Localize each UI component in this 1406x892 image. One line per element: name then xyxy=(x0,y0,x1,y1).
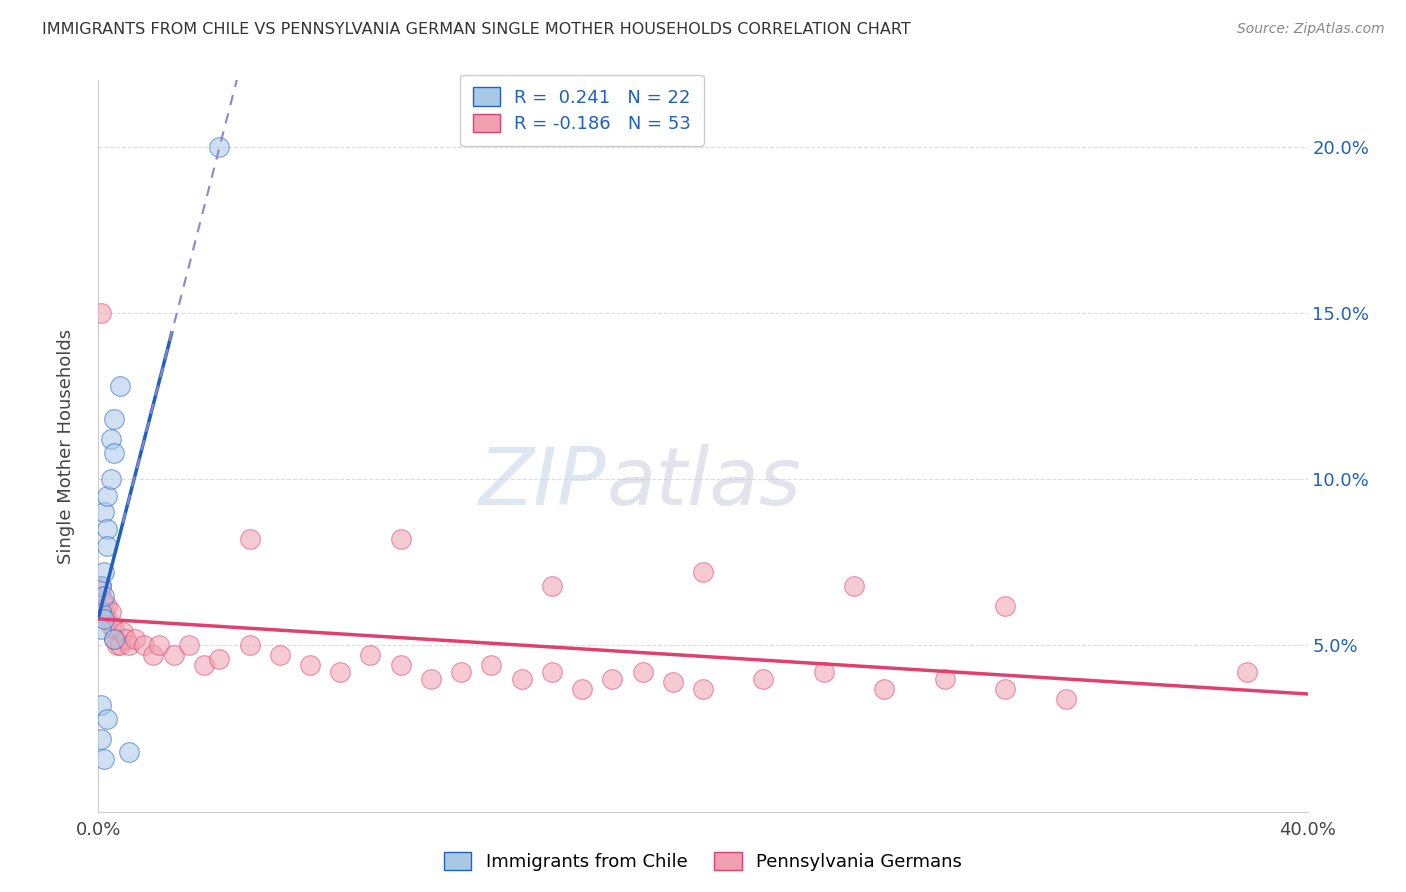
Point xyxy=(90,579,112,593)
Point xyxy=(111,625,134,640)
Point xyxy=(108,379,131,393)
Point xyxy=(96,522,118,536)
Point xyxy=(389,532,412,546)
Point xyxy=(163,648,186,663)
Text: ZIP: ZIP xyxy=(479,443,606,522)
Point xyxy=(100,605,122,619)
Point xyxy=(994,599,1017,613)
Point xyxy=(114,632,136,646)
Point xyxy=(299,658,322,673)
Point xyxy=(90,605,112,619)
Point xyxy=(692,566,714,580)
Point xyxy=(208,652,231,666)
Point xyxy=(360,648,382,663)
Point xyxy=(93,595,115,609)
Point xyxy=(96,489,118,503)
Point xyxy=(96,599,118,613)
Point xyxy=(692,681,714,696)
Point xyxy=(93,605,115,619)
Point xyxy=(540,665,562,679)
Point xyxy=(90,622,112,636)
Point xyxy=(118,745,141,759)
Point xyxy=(934,672,956,686)
Point xyxy=(90,579,112,593)
Point xyxy=(105,639,128,653)
Point xyxy=(93,566,115,580)
Point xyxy=(96,712,118,726)
Point xyxy=(602,672,624,686)
Y-axis label: Single Mother Households: Single Mother Households xyxy=(56,328,75,564)
Point xyxy=(90,731,112,746)
Legend: Immigrants from Chile, Pennsylvania Germans: Immigrants from Chile, Pennsylvania Germ… xyxy=(437,845,969,879)
Point xyxy=(103,632,125,646)
Point xyxy=(1236,665,1258,679)
Point xyxy=(103,622,125,636)
Point xyxy=(208,140,231,154)
Point xyxy=(93,506,115,520)
Point xyxy=(96,612,118,626)
Point xyxy=(631,665,654,679)
Point xyxy=(103,445,125,459)
Point xyxy=(540,579,562,593)
Point xyxy=(96,539,118,553)
Point xyxy=(108,639,131,653)
Text: IMMIGRANTS FROM CHILE VS PENNSYLVANIA GERMAN SINGLE MOTHER HOUSEHOLDS CORRELATIO: IMMIGRANTS FROM CHILE VS PENNSYLVANIA GE… xyxy=(42,22,911,37)
Point xyxy=(844,579,866,593)
Text: atlas: atlas xyxy=(606,443,801,522)
Point xyxy=(93,612,115,626)
Point xyxy=(994,681,1017,696)
Point xyxy=(118,639,141,653)
Point xyxy=(148,639,170,653)
Point xyxy=(752,672,775,686)
Point xyxy=(1054,691,1077,706)
Point xyxy=(813,665,835,679)
Point xyxy=(179,639,201,653)
Point xyxy=(239,532,262,546)
Point xyxy=(93,589,115,603)
Point xyxy=(450,665,472,679)
Point xyxy=(103,632,125,646)
Point xyxy=(193,658,215,673)
Legend: R =  0.241   N = 22, R = -0.186   N = 53: R = 0.241 N = 22, R = -0.186 N = 53 xyxy=(460,75,704,146)
Point xyxy=(571,681,593,696)
Point xyxy=(100,433,122,447)
Point xyxy=(873,681,896,696)
Point xyxy=(329,665,352,679)
Point xyxy=(103,412,125,426)
Text: Source: ZipAtlas.com: Source: ZipAtlas.com xyxy=(1237,22,1385,37)
Point xyxy=(420,672,443,686)
Point xyxy=(142,648,165,663)
Point xyxy=(90,589,112,603)
Point xyxy=(389,658,412,673)
Point xyxy=(132,639,155,653)
Point xyxy=(90,306,112,320)
Point xyxy=(239,639,262,653)
Point xyxy=(100,472,122,486)
Point xyxy=(661,675,683,690)
Point xyxy=(510,672,533,686)
Point xyxy=(93,751,115,765)
Point xyxy=(269,648,291,663)
Point xyxy=(481,658,503,673)
Point xyxy=(90,698,112,713)
Point xyxy=(100,618,122,632)
Point xyxy=(124,632,146,646)
